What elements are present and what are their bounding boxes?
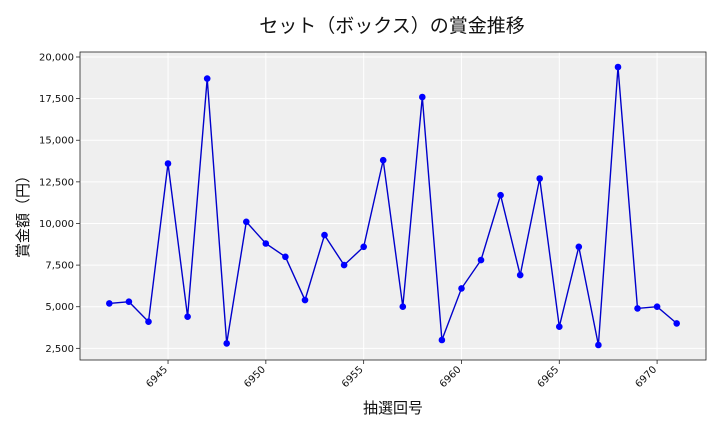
data-point (516, 271, 524, 279)
y-tick-label: 20,000 (39, 52, 74, 63)
y-tick-label: 2,500 (45, 344, 74, 355)
data-point (262, 240, 270, 247)
data-point (477, 256, 485, 264)
y-tick-label: 10,000 (39, 219, 74, 230)
data-point (321, 231, 328, 239)
x-axis-label: 抽選回号 (363, 399, 423, 417)
plot-area (80, 52, 706, 360)
data-point (379, 156, 387, 164)
data-point (536, 175, 543, 182)
data-point (653, 303, 661, 311)
y-tick-label: 5,000 (45, 302, 74, 313)
data-point (145, 318, 152, 326)
data-point (399, 303, 407, 311)
x-tick-label: 6970 (633, 364, 659, 390)
series-line (109, 66, 678, 346)
data-point (203, 75, 211, 82)
data-point (301, 296, 309, 304)
grid-lines (80, 52, 706, 360)
y-axis-ticks: 2,500 5,000 7,500 10,000 12,500 15,000 17,500 2… (39, 52, 80, 355)
x-tick-label: 6950 (242, 364, 268, 390)
data-point (360, 243, 368, 251)
x-tick-label: 6955 (340, 364, 366, 390)
y-axis-label: 賞金額（円） (14, 168, 32, 258)
data-point (419, 93, 426, 101)
data-point (223, 340, 230, 347)
data-point (340, 261, 348, 269)
data-point (595, 341, 602, 349)
y-tick-label: 7,500 (45, 261, 74, 272)
data-point (438, 336, 446, 344)
plot-frame (79, 51, 707, 361)
data-point (497, 191, 504, 199)
x-tick-label: 6945 (144, 364, 170, 390)
data-point (458, 285, 465, 292)
data-point (634, 305, 641, 312)
x-tick-label: 6965 (536, 364, 562, 390)
data-point (106, 300, 113, 307)
data-point (243, 218, 250, 226)
series-points (106, 63, 680, 349)
data-point (125, 298, 133, 306)
data-point (673, 320, 680, 327)
data-point (164, 160, 172, 167)
y-tick-label: 17,500 (39, 94, 74, 105)
data-point (184, 313, 191, 321)
data-point (556, 323, 563, 331)
chart-title: セット（ボックス）の賞金推移 (259, 15, 524, 37)
x-axis-ticks: 6945 6950 6955 6960 6965 6970 (144, 360, 659, 390)
x-tick-label: 6960 (438, 364, 464, 390)
data-point (282, 253, 289, 261)
data-point (614, 63, 622, 71)
y-tick-label: 12,500 (39, 177, 74, 188)
y-tick-label: 15,000 (39, 136, 74, 147)
data-point (575, 243, 583, 251)
